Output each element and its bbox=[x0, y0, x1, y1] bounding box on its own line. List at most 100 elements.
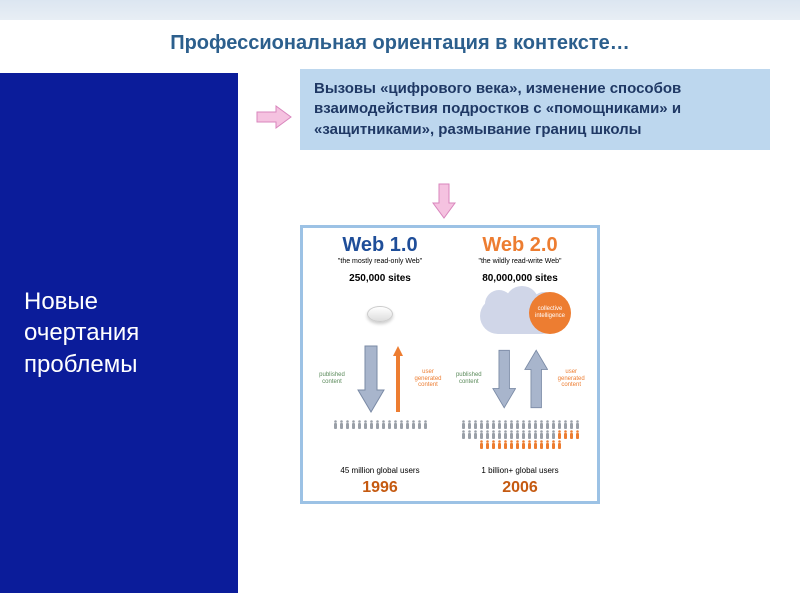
big-up-arrow-icon bbox=[524, 344, 548, 414]
person-icon bbox=[509, 440, 514, 449]
web2-icon-zone: collective intelligence bbox=[454, 290, 586, 338]
web2-arrows: published content user generated content bbox=[454, 340, 586, 418]
person-icon bbox=[539, 440, 544, 449]
person-icon bbox=[545, 420, 550, 429]
ci-ball: collective intelligence bbox=[529, 292, 571, 334]
person-icon bbox=[563, 420, 568, 429]
web2-title: Web 2.0 bbox=[454, 234, 586, 257]
person-icon bbox=[521, 430, 526, 439]
person-icon bbox=[369, 420, 374, 429]
person-icon bbox=[423, 420, 428, 429]
callout-text: Вызовы «цифрового века», изменение спосо… bbox=[314, 80, 681, 138]
person-icon bbox=[479, 430, 484, 439]
arrow-down-icon bbox=[432, 183, 456, 219]
person-icon bbox=[387, 420, 392, 429]
person-icon bbox=[363, 420, 368, 429]
person-icon bbox=[461, 430, 466, 439]
person-icon bbox=[569, 430, 574, 439]
person-icon bbox=[417, 420, 422, 429]
person-icon bbox=[473, 430, 478, 439]
web2-year: 2006 bbox=[454, 479, 586, 497]
person-icon bbox=[545, 430, 550, 439]
web2-sub: "the wildly read-write Web" bbox=[454, 258, 586, 265]
person-icon bbox=[351, 420, 356, 429]
person-icon bbox=[557, 440, 562, 449]
pub-label-1: published content bbox=[315, 372, 349, 385]
person-icon bbox=[557, 430, 562, 439]
person-icon bbox=[515, 440, 520, 449]
person-icon bbox=[527, 430, 532, 439]
person-icon bbox=[575, 420, 580, 429]
person-icon bbox=[527, 440, 532, 449]
person-icon bbox=[509, 430, 514, 439]
person-icon bbox=[503, 440, 508, 449]
person-icon bbox=[485, 440, 490, 449]
disc-icon bbox=[367, 306, 393, 322]
person-icon bbox=[467, 420, 472, 429]
person-icon bbox=[411, 420, 416, 429]
person-icon bbox=[539, 430, 544, 439]
page-title: Профессиональная ориентация в контексте… bbox=[0, 20, 800, 73]
person-icon bbox=[557, 420, 562, 429]
person-icon bbox=[533, 420, 538, 429]
person-icon bbox=[405, 420, 410, 429]
person-icon bbox=[497, 430, 502, 439]
person-icon bbox=[381, 420, 386, 429]
person-icon bbox=[479, 440, 484, 449]
left-panel-text: Новые очертания проблемы bbox=[24, 286, 214, 380]
left-panel: Новые очертания проблемы bbox=[0, 73, 238, 593]
web1-icon-zone bbox=[314, 290, 446, 338]
person-icon bbox=[485, 420, 490, 429]
web2-count: 80,000,000 sites bbox=[454, 273, 586, 284]
person-icon bbox=[393, 420, 398, 429]
ugc-label-2: user generated content bbox=[556, 369, 586, 389]
person-icon bbox=[479, 420, 484, 429]
web2-column: Web 2.0 "the wildly read-write Web" 80,0… bbox=[450, 228, 590, 501]
person-icon bbox=[497, 420, 502, 429]
callout-box: Вызовы «цифрового века», изменение спосо… bbox=[300, 69, 770, 150]
big-down-arrow-icon bbox=[357, 344, 385, 414]
person-icon bbox=[461, 420, 466, 429]
person-icon bbox=[357, 420, 362, 429]
person-icon bbox=[515, 420, 520, 429]
web1-count: 250,000 sites bbox=[314, 273, 446, 284]
person-icon bbox=[521, 420, 526, 429]
person-icon bbox=[521, 440, 526, 449]
person-icon bbox=[563, 430, 568, 439]
main-area: Новые очертания проблемы Вызовы «цифрово… bbox=[0, 73, 800, 593]
person-icon bbox=[575, 430, 580, 439]
person-icon bbox=[551, 420, 556, 429]
person-icon bbox=[345, 420, 350, 429]
cloud-icon: collective intelligence bbox=[475, 290, 565, 338]
person-icon bbox=[533, 440, 538, 449]
web1-people bbox=[314, 418, 446, 464]
web-diagram: Web 1.0 "the mostly read-only Web" 250,0… bbox=[300, 225, 600, 504]
person-icon bbox=[333, 420, 338, 429]
web2-users: 1 billion+ global users bbox=[454, 466, 586, 475]
person-icon bbox=[551, 440, 556, 449]
web1-users: 45 million global users bbox=[314, 466, 446, 475]
web1-title: Web 1.0 bbox=[314, 234, 446, 257]
arrow-right-icon bbox=[256, 105, 292, 129]
top-gradient-bar bbox=[0, 0, 800, 20]
person-icon bbox=[515, 430, 520, 439]
person-icon bbox=[399, 420, 404, 429]
person-icon bbox=[375, 420, 380, 429]
person-icon bbox=[491, 420, 496, 429]
person-icon bbox=[473, 420, 478, 429]
person-icon bbox=[491, 440, 496, 449]
person-icon bbox=[539, 420, 544, 429]
web1-arrows: published content user generated content bbox=[314, 340, 446, 418]
big-down-arrow-icon-2 bbox=[492, 344, 516, 414]
person-icon bbox=[533, 430, 538, 439]
person-icon bbox=[503, 430, 508, 439]
web1-sub: "the mostly read-only Web" bbox=[314, 258, 446, 265]
person-icon bbox=[545, 440, 550, 449]
person-icon bbox=[503, 420, 508, 429]
right-area: Вызовы «цифрового века», изменение спосо… bbox=[238, 73, 800, 593]
person-icon bbox=[485, 430, 490, 439]
person-icon bbox=[497, 440, 502, 449]
person-icon bbox=[491, 430, 496, 439]
person-icon bbox=[569, 420, 574, 429]
web1-year: 1996 bbox=[314, 479, 446, 497]
